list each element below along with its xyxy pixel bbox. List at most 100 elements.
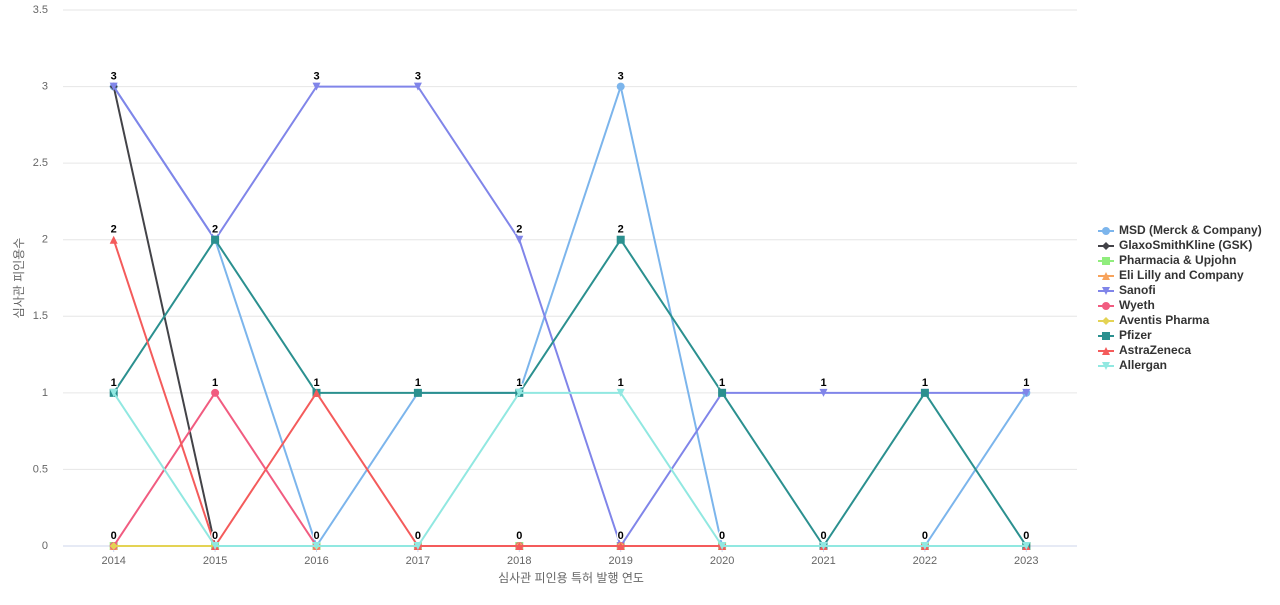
- data-label: 1: [719, 377, 725, 389]
- x-tick-label: 2016: [304, 555, 328, 567]
- point: [819, 542, 828, 550]
- y-tick-label: 3.5: [33, 4, 48, 16]
- data-label: 0: [111, 530, 117, 542]
- x-tick-label: 2017: [406, 555, 430, 567]
- point: [819, 388, 828, 397]
- point: [718, 388, 727, 397]
- point: [109, 388, 118, 397]
- point: [413, 388, 422, 397]
- x-tick-label: 2021: [811, 555, 835, 567]
- legend-marker: [1102, 257, 1110, 265]
- x-tick-label: 2023: [1014, 555, 1038, 567]
- point: [515, 235, 524, 244]
- legend-marker: [1102, 362, 1110, 370]
- point: [312, 388, 321, 397]
- data-label: 0: [820, 530, 826, 542]
- legend-marker: [1102, 317, 1110, 325]
- point: [211, 542, 220, 550]
- y-axis-title: 심사관 피인용수: [12, 238, 26, 319]
- data-label: 0: [618, 530, 624, 542]
- x-tick-label: 2022: [913, 555, 937, 567]
- data-label: 2: [516, 224, 522, 236]
- data-label: 0: [212, 530, 218, 542]
- point: [312, 542, 321, 550]
- series-line: [112, 391, 1027, 547]
- data-label: 1: [516, 377, 522, 389]
- point: [515, 388, 524, 397]
- point: [109, 542, 118, 550]
- data-label: 0: [516, 530, 522, 542]
- data-label: 0: [922, 530, 928, 542]
- data-label: 1: [415, 377, 421, 389]
- legend-label: Aventis Pharma: [1119, 313, 1210, 327]
- legend-label: Eli Lilly and Company: [1119, 268, 1244, 282]
- point: [211, 235, 220, 244]
- y-tick-label: 1.5: [33, 310, 48, 322]
- point: [109, 235, 118, 244]
- point: [515, 542, 524, 550]
- y-tick-label: 2.5: [33, 157, 48, 169]
- data-label: 1: [922, 377, 928, 389]
- point: [616, 542, 625, 550]
- legend-label: Allergan: [1119, 358, 1167, 372]
- data-label: 3: [618, 70, 624, 82]
- data-label: 1: [618, 377, 624, 389]
- x-tick-label: 2014: [101, 555, 125, 567]
- y-tick-label: 2: [42, 234, 48, 246]
- legend-marker: [1102, 347, 1110, 355]
- legend-marker: [1102, 332, 1110, 340]
- series-line: [112, 237, 1028, 548]
- data-label: 1: [212, 377, 218, 389]
- y-tick-label: 1: [42, 387, 48, 399]
- data-label: 0: [313, 530, 319, 542]
- legend-label: Pharmacia & Upjohn: [1119, 253, 1236, 267]
- point: [211, 388, 220, 397]
- data-label: 3: [415, 70, 421, 82]
- point: [616, 235, 625, 244]
- data-label: 2: [618, 224, 624, 236]
- data-label: 2: [212, 224, 218, 236]
- legend-label: GlaxoSmithKline (GSK): [1119, 238, 1252, 252]
- x-axis-title: 심사관 피인용 특허 발행 연도: [498, 570, 644, 585]
- point: [413, 82, 422, 91]
- data-label: 2: [111, 224, 117, 236]
- point: [109, 82, 118, 91]
- legend-marker: [1102, 272, 1110, 280]
- data-label: 0: [719, 530, 725, 542]
- point: [1022, 388, 1031, 397]
- y-tick-label: 3: [42, 80, 48, 92]
- point: [920, 388, 929, 397]
- data-label: 0: [415, 530, 421, 542]
- x-tick-label: 2019: [608, 555, 632, 567]
- legend-label: MSD (Merck & Company): [1119, 223, 1262, 237]
- data-label: 1: [111, 377, 117, 389]
- data-label: 1: [1023, 377, 1029, 389]
- legend-marker: [1102, 287, 1110, 295]
- point: [920, 542, 929, 550]
- data-label: 1: [820, 377, 826, 389]
- legend-marker: [1102, 242, 1110, 250]
- data-label: 0: [1023, 530, 1029, 542]
- x-tick-label: 2020: [710, 555, 734, 567]
- legend-label: AstraZeneca: [1119, 343, 1191, 357]
- point: [312, 82, 321, 91]
- legend-label: Pfizer: [1119, 328, 1152, 342]
- point: [718, 542, 727, 550]
- legend-label: Sanofi: [1119, 283, 1156, 297]
- data-label: 1: [313, 377, 319, 389]
- legend-marker: [1102, 227, 1110, 235]
- point: [616, 82, 625, 91]
- point: [413, 542, 422, 550]
- data-label: 3: [111, 70, 117, 82]
- series: [109, 388, 1031, 550]
- y-tick-label: 0: [42, 540, 48, 552]
- legend-marker: [1102, 302, 1110, 310]
- y-tick-label: 0.5: [33, 463, 48, 475]
- x-tick-label: 2018: [507, 555, 531, 567]
- point: [616, 388, 625, 397]
- x-tick-label: 2015: [203, 555, 227, 567]
- data-label: 3: [313, 70, 319, 82]
- legend-label: Wyeth: [1119, 298, 1155, 312]
